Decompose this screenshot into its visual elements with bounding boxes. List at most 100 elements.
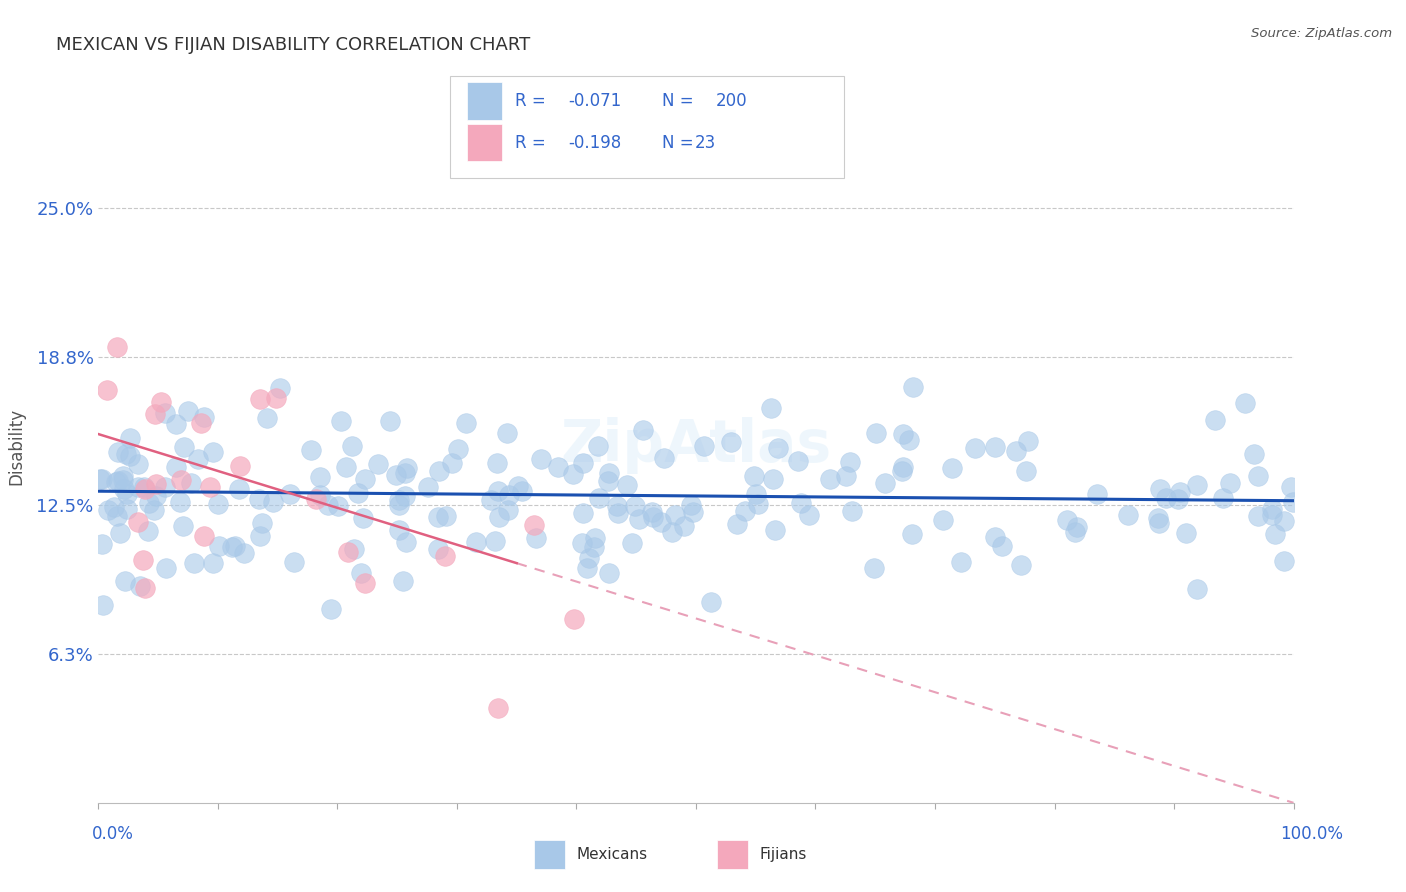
Point: [319, 601, 342, 615]
Point: [588, 491, 610, 505]
Point: [114, 447, 136, 461]
Point: [873, 476, 896, 491]
Text: R =: R =: [515, 134, 551, 152]
Point: [891, 464, 914, 478]
Point: [479, 492, 502, 507]
Point: [865, 425, 887, 440]
Point: [1066, 520, 1088, 534]
Text: 0.0%: 0.0%: [91, 825, 134, 843]
Point: [107, 475, 129, 489]
Point: [571, 456, 593, 470]
Point: [395, 535, 418, 549]
Point: [693, 439, 716, 453]
Point: [1010, 558, 1032, 573]
Point: [510, 483, 533, 498]
Point: [394, 489, 416, 503]
Text: N =: N =: [662, 92, 699, 110]
Point: [941, 460, 963, 475]
Point: [606, 499, 628, 513]
Point: [136, 524, 159, 538]
Point: [117, 487, 139, 501]
Point: [350, 566, 373, 581]
Point: [484, 533, 506, 548]
Point: [761, 401, 783, 415]
Point: [153, 480, 176, 494]
Point: [523, 517, 546, 532]
Point: [169, 495, 191, 509]
Point: [673, 519, 696, 533]
Point: [1146, 511, 1168, 525]
Point: [180, 475, 202, 490]
Point: [112, 468, 135, 483]
Point: [583, 540, 606, 554]
Point: [193, 529, 215, 543]
Point: [127, 480, 149, 494]
Point: [495, 425, 517, 440]
Point: [304, 491, 326, 506]
Point: [308, 470, 330, 484]
Point: [627, 512, 650, 526]
Point: [797, 508, 820, 523]
Point: [96, 383, 118, 397]
Point: [1272, 554, 1295, 568]
Point: [427, 464, 450, 478]
Point: [1204, 413, 1226, 427]
Point: [747, 497, 769, 511]
Point: [841, 504, 863, 518]
Point: [118, 431, 141, 445]
Point: [117, 502, 139, 516]
Point: [346, 485, 368, 500]
Point: [562, 467, 585, 482]
Point: [1279, 480, 1302, 494]
Point: [343, 541, 366, 556]
Point: [1243, 446, 1265, 460]
Point: [380, 414, 402, 428]
Point: [170, 473, 193, 487]
Point: [583, 531, 606, 545]
Point: [388, 524, 411, 538]
Point: [426, 510, 449, 524]
Point: [392, 574, 415, 588]
Point: [598, 466, 620, 480]
Text: -0.071: -0.071: [568, 92, 621, 110]
Point: [725, 517, 748, 532]
Point: [763, 524, 786, 538]
Point: [1149, 482, 1171, 496]
Point: [105, 340, 128, 354]
Point: [134, 480, 156, 494]
Point: [524, 531, 547, 545]
Point: [229, 458, 252, 473]
Point: [1167, 491, 1189, 506]
Point: [616, 477, 638, 491]
Point: [150, 395, 173, 409]
Point: [1274, 514, 1296, 528]
Point: [1187, 582, 1209, 596]
Point: [624, 500, 647, 514]
Point: [433, 549, 456, 563]
Point: [598, 566, 620, 580]
Point: [112, 482, 135, 496]
Point: [530, 452, 553, 467]
Point: [745, 487, 768, 501]
Point: [173, 441, 195, 455]
Point: [264, 391, 287, 405]
Point: [176, 404, 198, 418]
Point: [447, 442, 470, 457]
Point: [114, 574, 136, 588]
Point: [838, 455, 860, 469]
Point: [249, 392, 271, 406]
Point: [193, 409, 215, 424]
Point: [256, 410, 278, 425]
Text: Fijians: Fijians: [759, 847, 807, 862]
Text: 200: 200: [716, 92, 747, 110]
Point: [132, 552, 155, 566]
Point: [145, 489, 167, 503]
Point: [1234, 396, 1257, 410]
Point: [108, 526, 131, 541]
Point: [326, 500, 349, 514]
Point: [440, 456, 463, 470]
Point: [464, 535, 486, 549]
Point: [1247, 508, 1270, 523]
Point: [107, 444, 129, 458]
Point: [416, 480, 439, 494]
